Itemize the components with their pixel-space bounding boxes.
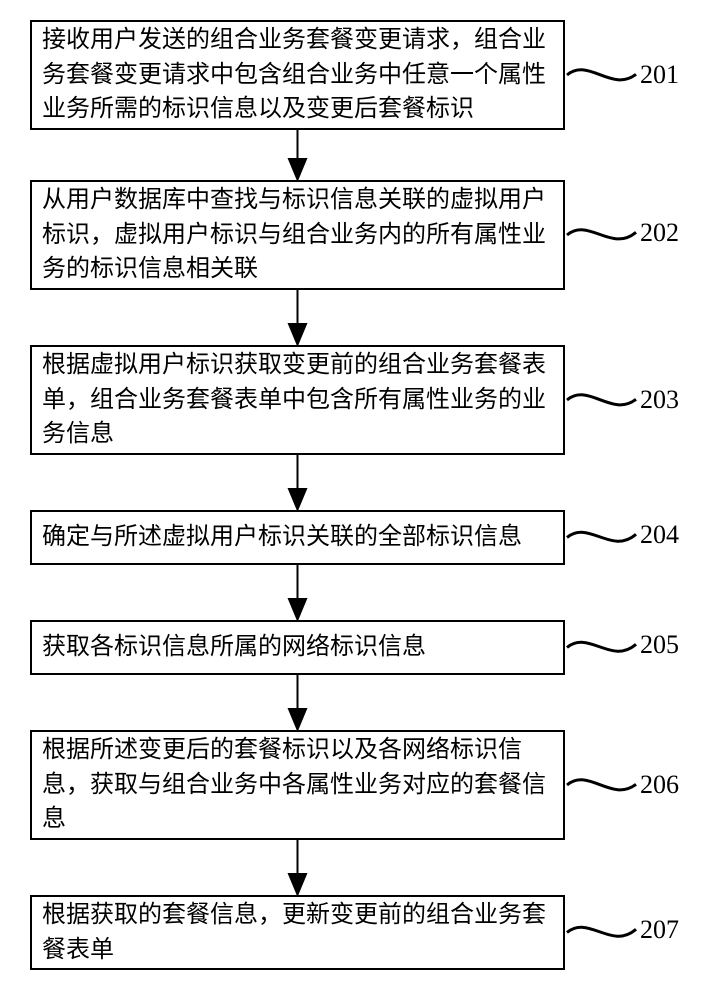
flow-node-text: 从用户数据库中查找与标识信息关联的虚拟用户标识，虚拟用户标识与组合业务内的所有属… <box>42 183 553 287</box>
flow-node-text: 接收用户发送的组合业务套餐变更请求，组合业务套餐变更请求中包含组合业务中任意一个… <box>42 23 553 127</box>
brace-connector <box>0 0 705 1000</box>
flow-node-text: 确定与所述虚拟用户标识关联的全部标识信息 <box>42 520 553 555</box>
flow-node-text: 根据获取的套餐信息，更新变更前的组合业务套餐表单 <box>42 898 553 968</box>
flow-node-label: 202 <box>640 218 679 248</box>
flow-node-n205: 获取各标识信息所属的网络标识信息 <box>30 620 565 675</box>
flow-node-n204: 确定与所述虚拟用户标识关联的全部标识信息 <box>30 510 565 565</box>
flow-node-n207: 根据获取的套餐信息，更新变更前的组合业务套餐表单 <box>30 895 565 970</box>
brace-connector <box>0 0 705 1000</box>
flow-node-n203: 根据虚拟用户标识获取变更前的组合业务套餐表单，组合业务套餐表单中包含所有属性业务… <box>30 345 565 455</box>
flow-node-n201: 接收用户发送的组合业务套餐变更请求，组合业务套餐变更请求中包含组合业务中任意一个… <box>30 20 565 130</box>
brace-connector <box>0 0 705 1000</box>
brace-connector <box>0 0 705 1000</box>
flow-node-n202: 从用户数据库中查找与标识信息关联的虚拟用户标识，虚拟用户标识与组合业务内的所有属… <box>30 180 565 290</box>
edges-layer <box>0 0 705 1000</box>
flowchart-canvas: 接收用户发送的组合业务套餐变更请求，组合业务套餐变更请求中包含组合业务中任意一个… <box>0 0 705 1000</box>
flow-node-text: 根据虚拟用户标识获取变更前的组合业务套餐表单，组合业务套餐表单中包含所有属性业务… <box>42 348 553 452</box>
flow-node-label: 207 <box>640 915 679 945</box>
flow-node-text: 获取各标识信息所属的网络标识信息 <box>42 630 553 665</box>
flow-node-text: 根据所述变更后的套餐标识以及各网络标识信息，获取与组合业务中各属性业务对应的套餐… <box>42 733 553 837</box>
flow-node-label: 204 <box>640 520 679 550</box>
brace-connector <box>0 0 705 1000</box>
brace-connector <box>0 0 705 1000</box>
flow-node-label: 203 <box>640 385 679 415</box>
flow-node-label: 206 <box>640 770 679 800</box>
brace-connector <box>0 0 705 1000</box>
flow-node-label: 205 <box>640 630 679 660</box>
flow-node-n206: 根据所述变更后的套餐标识以及各网络标识信息，获取与组合业务中各属性业务对应的套餐… <box>30 730 565 840</box>
flow-node-label: 201 <box>640 60 679 90</box>
